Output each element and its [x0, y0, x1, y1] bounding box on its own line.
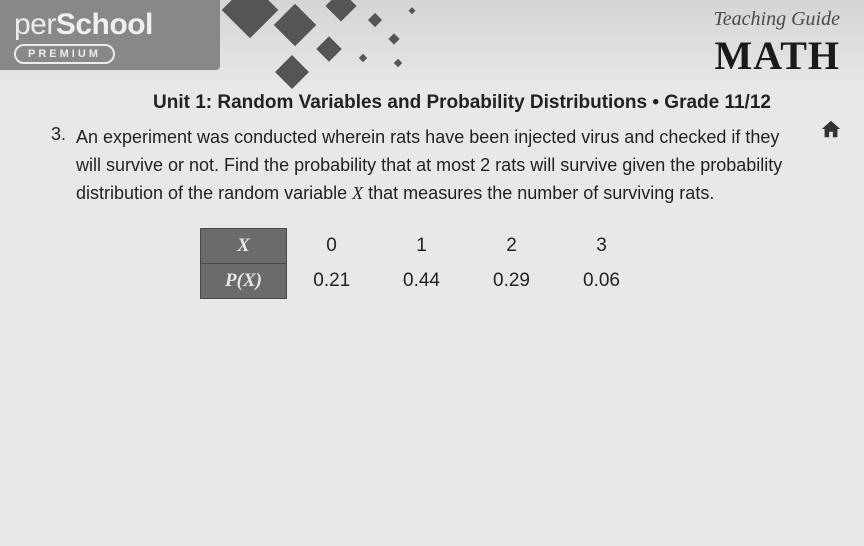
question-content: 3. An experiment was conducted wherein r…: [0, 114, 864, 299]
brand-name: perSchool: [14, 8, 206, 42]
premium-badge: PREMIUM: [14, 44, 115, 64]
p-cell: 0.44: [377, 263, 467, 298]
teaching-guide-label: Teaching Guide: [714, 8, 840, 31]
x-cell: 2: [467, 228, 557, 263]
home-icon: [820, 118, 842, 140]
question-variable: X: [352, 183, 363, 203]
x-cell: 1: [377, 228, 467, 263]
question-number: 3.: [40, 124, 76, 208]
subject-title: MATH: [715, 32, 840, 79]
x-cell: 0: [287, 228, 377, 263]
row-header-x: X: [201, 228, 287, 263]
page-header: perSchool PREMIUM Teaching Guide MATH: [0, 0, 864, 90]
p-cell: 0.21: [287, 263, 377, 298]
x-cell: 3: [557, 228, 647, 263]
brand-block: perSchool PREMIUM: [0, 0, 220, 70]
decorative-diamonds: [220, 0, 480, 90]
question-text: An experiment was conducted wherein rats…: [76, 124, 824, 208]
unit-line: Unit 1: Random Variables and Probability…: [0, 92, 864, 114]
table-row: P(X) 0.21 0.44 0.29 0.06: [201, 263, 647, 298]
question-text-part2: that measures the number of surviving ra…: [363, 183, 714, 203]
row-header-px: P(X): [201, 263, 287, 298]
probability-table: X 0 1 2 3 P(X) 0.21 0.44 0.29 0.06: [200, 228, 824, 299]
table-row: X 0 1 2 3: [201, 228, 647, 263]
brand-main: School: [56, 8, 153, 41]
brand-prefix: per: [14, 8, 56, 41]
p-cell: 0.29: [467, 263, 557, 298]
p-cell: 0.06: [557, 263, 647, 298]
